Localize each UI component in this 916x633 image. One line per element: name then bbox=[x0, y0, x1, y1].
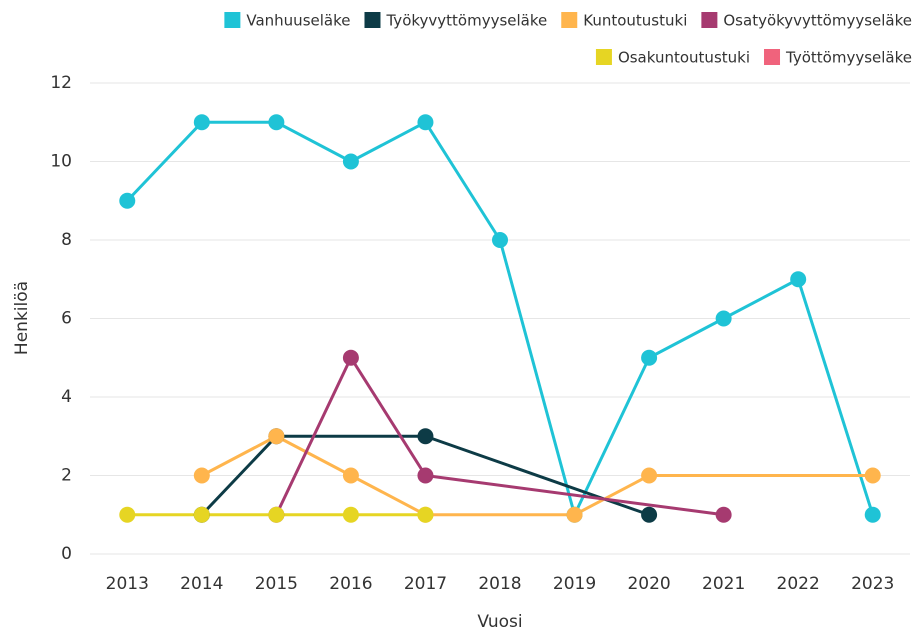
point bbox=[268, 506, 285, 523]
legend-item: Osakuntoutustuki bbox=[595, 49, 750, 67]
legend-label: Kuntoutustuki bbox=[583, 12, 687, 30]
legend-item: Osatyökyvyttömyyseläke bbox=[701, 12, 912, 30]
point bbox=[342, 506, 359, 523]
x-tick-label: 2016 bbox=[329, 574, 372, 594]
y-tick-label: 6 bbox=[61, 309, 72, 329]
legend-label: Vanhuuseläke bbox=[246, 12, 350, 30]
point bbox=[268, 428, 285, 445]
point bbox=[790, 271, 807, 288]
x-tick-label: 2019 bbox=[553, 574, 596, 594]
x-tick-label: 2013 bbox=[106, 574, 149, 594]
legend-item: Työkyvyttömyyseläke bbox=[364, 12, 547, 30]
point bbox=[193, 506, 210, 523]
point bbox=[268, 114, 285, 131]
x-tick-label: 2021 bbox=[702, 574, 745, 594]
y-tick-label: 2 bbox=[61, 466, 72, 486]
point bbox=[864, 506, 881, 523]
legend-swatch bbox=[224, 12, 241, 28]
point bbox=[864, 467, 881, 484]
point bbox=[119, 192, 136, 209]
point bbox=[566, 506, 583, 523]
point bbox=[492, 232, 508, 248]
legend-item: Vanhuuseläke bbox=[224, 12, 350, 30]
x-tick-label: 2014 bbox=[180, 574, 223, 594]
point bbox=[715, 310, 732, 327]
legend-swatch bbox=[595, 49, 612, 65]
legend-label: Osatyökyvyttömyyseläke bbox=[723, 12, 912, 30]
point bbox=[641, 349, 658, 366]
legend-item: Työttömyyseläke bbox=[764, 49, 912, 67]
legend-label: Työttömyyseläke bbox=[785, 49, 912, 67]
markers bbox=[119, 114, 881, 523]
x-tick-label: 2023 bbox=[851, 574, 894, 594]
x-tick-label: 2018 bbox=[478, 574, 521, 594]
y-tick-label: 4 bbox=[61, 387, 72, 407]
point bbox=[342, 467, 359, 484]
y-axis-title: Henkilöä bbox=[12, 281, 32, 355]
series-line bbox=[200, 434, 650, 517]
y-tick-label: 0 bbox=[61, 544, 72, 564]
y-tick-label: 10 bbox=[50, 152, 72, 172]
point bbox=[193, 114, 210, 131]
x-tick-label: 2022 bbox=[777, 574, 820, 594]
x-tick-label: 2017 bbox=[404, 574, 447, 594]
y-tick-label: 12 bbox=[50, 73, 72, 93]
legend-item: Kuntoutustuki bbox=[561, 12, 687, 30]
x-axis-title: Vuosi bbox=[477, 612, 522, 632]
point bbox=[417, 428, 434, 445]
y-tick-label: 8 bbox=[61, 230, 72, 250]
x-tick-label: 2020 bbox=[627, 574, 670, 594]
point bbox=[417, 506, 434, 523]
legend-swatch bbox=[561, 12, 578, 28]
legend-swatch bbox=[701, 12, 718, 28]
x-tick-label: 2015 bbox=[255, 574, 298, 594]
point bbox=[641, 467, 658, 484]
point bbox=[417, 114, 434, 131]
legend-label: Osakuntoutustuki bbox=[618, 49, 750, 67]
point bbox=[342, 153, 359, 170]
point bbox=[417, 467, 434, 484]
point bbox=[715, 506, 732, 523]
point bbox=[641, 506, 658, 523]
series-line bbox=[275, 356, 724, 517]
point bbox=[342, 349, 359, 366]
legend-swatch bbox=[364, 12, 381, 28]
point bbox=[119, 506, 136, 523]
point bbox=[193, 467, 210, 484]
legend-label: Työkyvyttömyyseläke bbox=[385, 12, 547, 30]
legend-swatch bbox=[764, 49, 781, 65]
